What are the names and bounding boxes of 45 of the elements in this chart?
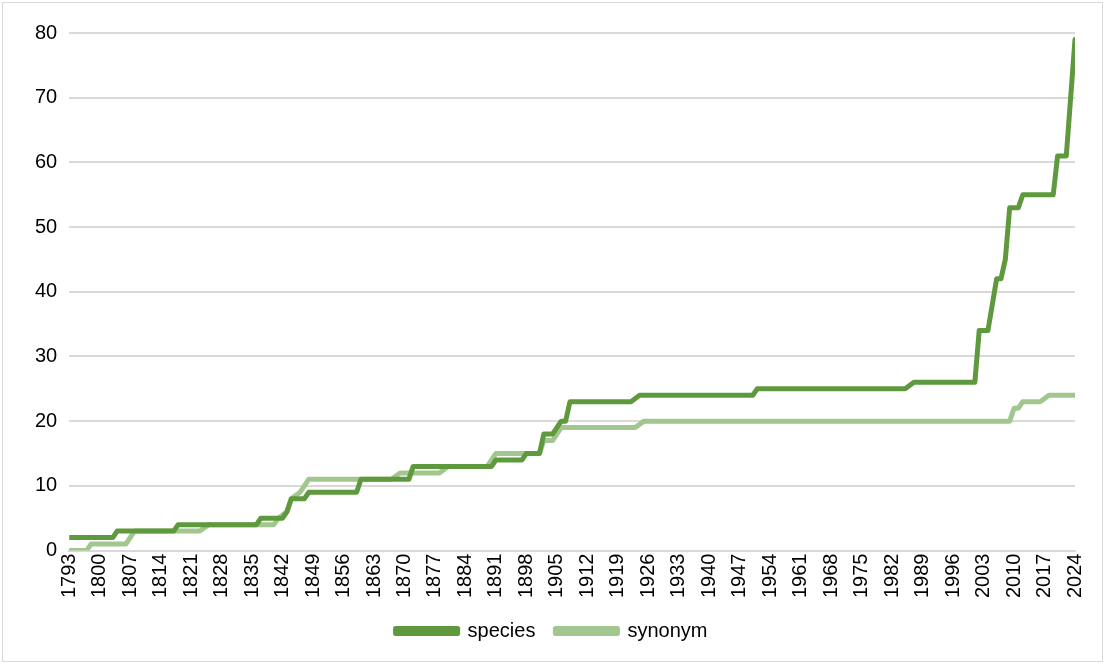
x-tick-label: 1828 xyxy=(209,553,232,599)
y-tick-label: 20 xyxy=(35,408,58,431)
legend-label: species xyxy=(467,618,536,641)
x-tick-label: 1891 xyxy=(483,553,506,599)
x-tick-label: 1989 xyxy=(910,553,933,599)
x-tick-label: 1835 xyxy=(239,553,262,599)
y-tick-label: 0 xyxy=(46,538,58,561)
x-tick-label: 1954 xyxy=(757,553,780,599)
x-tick-label: 1877 xyxy=(422,553,445,599)
x-tick-label: 1968 xyxy=(818,553,841,599)
x-tick-label: 1793 xyxy=(56,553,79,599)
x-tick-label: 1926 xyxy=(635,553,658,599)
legend-label: synonym xyxy=(627,618,708,641)
x-tick-label: 1919 xyxy=(605,553,628,599)
x-tick-label: 1975 xyxy=(849,553,872,599)
x-tick-label: 1884 xyxy=(452,553,475,599)
x-tick-label: 1933 xyxy=(666,553,689,599)
x-tick-label: 1947 xyxy=(727,553,750,599)
x-tick-label: 2010 xyxy=(1001,553,1024,599)
y-tick-label: 80 xyxy=(35,20,58,43)
y-tick-label: 60 xyxy=(35,149,58,172)
x-tick-label: 1982 xyxy=(879,553,902,599)
x-tick-label: 1807 xyxy=(117,553,140,599)
x-tick-label: 1940 xyxy=(696,553,719,599)
y-tick-label: 50 xyxy=(35,214,58,237)
x-tick-label: 1821 xyxy=(178,553,201,599)
x-tick-label: 1863 xyxy=(361,553,384,599)
x-tick-label: 1905 xyxy=(544,553,567,599)
y-tick-label: 40 xyxy=(35,279,58,302)
x-tick-label: 1814 xyxy=(148,553,171,599)
x-tick-label: 2017 xyxy=(1032,553,1055,599)
x-tick-label: 1800 xyxy=(87,553,110,599)
y-tick-label: 70 xyxy=(35,85,58,108)
x-tick-label: 1849 xyxy=(300,553,323,599)
x-tick-label: 1961 xyxy=(788,553,811,599)
x-tick-label: 1870 xyxy=(392,553,415,599)
x-tick-label: 1912 xyxy=(574,553,597,599)
y-tick-label: 30 xyxy=(35,343,58,366)
x-tick-label: 1898 xyxy=(513,553,536,599)
x-tick-label: 1856 xyxy=(331,553,354,599)
x-tick-label: 1996 xyxy=(940,553,963,599)
x-tick-label: 1842 xyxy=(270,553,293,599)
x-tick-label: 2003 xyxy=(971,553,994,599)
x-tick-label: 2024 xyxy=(1062,553,1085,599)
y-tick-label: 10 xyxy=(35,473,58,496)
